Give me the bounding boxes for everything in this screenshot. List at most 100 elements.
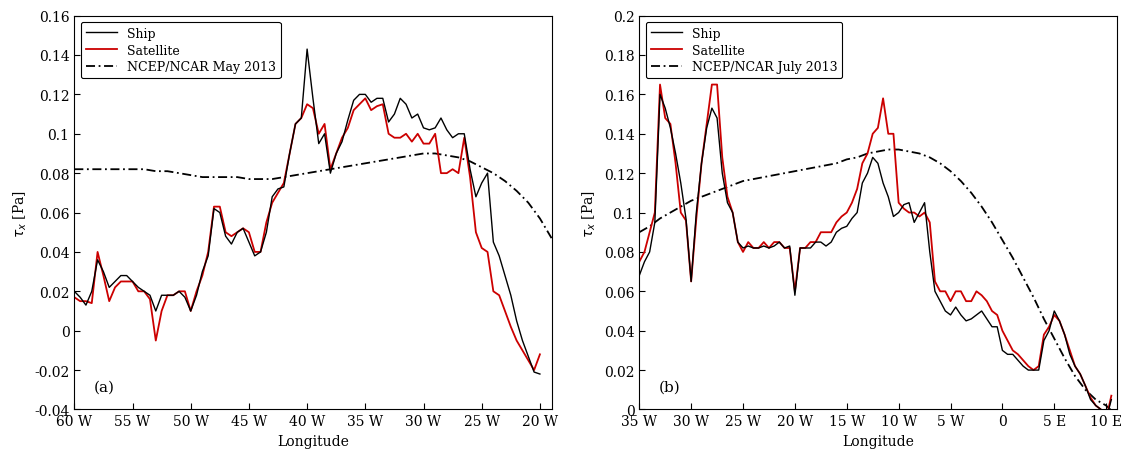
NCEP/NCAR July 2013: [1058, 356, 1071, 361]
NCEP/NCAR July 2013: [955, 179, 968, 185]
NCEP/NCAR July 2013: [933, 161, 947, 167]
Legend: Ship, Satellite, NCEP/NCAR May 2013: Ship, Satellite, NCEP/NCAR May 2013: [81, 23, 280, 79]
NCEP/NCAR July 2013: [975, 204, 989, 210]
Satellite: [632, 259, 646, 265]
NCEP/NCAR May 2013: [266, 177, 279, 182]
NCEP/NCAR July 2013: [902, 150, 916, 155]
NCEP/NCAR May 2013: [161, 169, 175, 174]
NCEP/NCAR May 2013: [498, 179, 512, 185]
Satellite: [918, 210, 932, 216]
NCEP/NCAR July 2013: [985, 220, 999, 226]
NCEP/NCAR July 2013: [830, 161, 843, 167]
Y-axis label: $\tau_x$ [Pa]: $\tau_x$ [Pa]: [11, 189, 28, 237]
Satellite: [1011, 352, 1025, 357]
NCEP/NCAR May 2013: [405, 153, 419, 159]
NCEP/NCAR May 2013: [452, 155, 465, 161]
Ship: [417, 126, 430, 131]
Ship: [1011, 358, 1025, 363]
Satellite: [1100, 417, 1113, 422]
NCEP/NCAR July 2013: [809, 165, 823, 171]
NCEP/NCAR May 2013: [149, 169, 162, 174]
NCEP/NCAR July 2013: [642, 224, 656, 230]
NCEP/NCAR May 2013: [184, 173, 197, 179]
NCEP/NCAR July 2013: [840, 157, 854, 163]
NCEP/NCAR July 2013: [757, 175, 771, 180]
NCEP/NCAR July 2013: [684, 199, 698, 204]
NCEP/NCAR July 2013: [995, 238, 1009, 243]
NCEP/NCAR May 2013: [114, 167, 127, 173]
NCEP/NCAR May 2013: [545, 236, 558, 241]
NCEP/NCAR May 2013: [347, 163, 361, 168]
NCEP/NCAR May 2013: [91, 167, 104, 173]
Line: NCEP/NCAR May 2013: NCEP/NCAR May 2013: [74, 154, 552, 239]
NCEP/NCAR May 2013: [195, 175, 209, 180]
Satellite: [533, 352, 547, 357]
Ship: [533, 371, 547, 377]
NCEP/NCAR July 2013: [860, 151, 874, 157]
NCEP/NCAR May 2013: [126, 167, 140, 173]
X-axis label: Longitude: Longitude: [277, 434, 348, 448]
Satellite: [67, 295, 81, 300]
NCEP/NCAR May 2013: [173, 171, 186, 177]
NCEP/NCAR May 2013: [335, 165, 348, 171]
Satellite: [1104, 393, 1118, 398]
NCEP/NCAR July 2013: [715, 187, 729, 192]
NCEP/NCAR July 2013: [767, 173, 781, 179]
NCEP/NCAR July 2013: [1100, 403, 1113, 409]
NCEP/NCAR July 2013: [654, 216, 667, 222]
NCEP/NCAR July 2013: [882, 147, 896, 153]
NCEP/NCAR May 2013: [219, 175, 233, 180]
Ship: [67, 289, 81, 294]
NCEP/NCAR July 2013: [1068, 374, 1082, 379]
NCEP/NCAR May 2013: [417, 151, 430, 157]
NCEP/NCAR July 2013: [737, 179, 750, 185]
Satellite: [417, 141, 430, 147]
Satellite: [1006, 348, 1019, 353]
NCEP/NCAR May 2013: [79, 167, 93, 173]
NCEP/NCAR May 2013: [208, 175, 221, 180]
NCEP/NCAR July 2013: [1078, 387, 1092, 393]
Legend: Ship, Satellite, NCEP/NCAR July 2013: Ship, Satellite, NCEP/NCAR July 2013: [646, 23, 842, 79]
Satellite: [493, 293, 506, 298]
NCEP/NCAR July 2013: [747, 177, 760, 182]
NCEP/NCAR May 2013: [230, 175, 244, 180]
Ship: [1100, 417, 1113, 422]
NCEP/NCAR May 2013: [102, 167, 116, 173]
NCEP/NCAR July 2013: [798, 167, 812, 173]
Ship: [985, 325, 999, 330]
NCEP/NCAR May 2013: [521, 201, 535, 206]
Satellite: [1032, 364, 1045, 369]
NCEP/NCAR July 2013: [1006, 256, 1019, 261]
NCEP/NCAR July 2013: [788, 169, 801, 174]
NCEP/NCAR May 2013: [533, 216, 547, 222]
Ship: [452, 132, 465, 137]
NCEP/NCAR May 2013: [440, 153, 454, 159]
NCEP/NCAR July 2013: [725, 183, 739, 188]
NCEP/NCAR May 2013: [381, 157, 395, 163]
NCEP/NCAR July 2013: [1037, 316, 1051, 322]
NCEP/NCAR July 2013: [705, 190, 718, 196]
NCEP/NCAR May 2013: [323, 167, 337, 173]
Satellite: [359, 96, 372, 102]
Ship: [301, 47, 314, 53]
NCEP/NCAR May 2013: [288, 173, 302, 179]
Satellite: [364, 108, 378, 114]
Line: Ship: Ship: [74, 50, 540, 374]
NCEP/NCAR May 2013: [301, 171, 314, 177]
Text: (b): (b): [658, 380, 680, 394]
NCEP/NCAR July 2013: [892, 147, 906, 153]
NCEP/NCAR May 2013: [359, 161, 372, 167]
Line: Satellite: Satellite: [639, 85, 1111, 420]
NCEP/NCAR July 2013: [965, 190, 978, 196]
NCEP/NCAR May 2013: [510, 189, 523, 194]
Ship: [632, 273, 646, 279]
Satellite: [452, 171, 465, 177]
Ship: [1006, 352, 1019, 357]
NCEP/NCAR May 2013: [67, 167, 81, 173]
NCEP/NCAR July 2013: [923, 155, 936, 161]
NCEP/NCAR July 2013: [1088, 397, 1102, 403]
NCEP/NCAR May 2013: [370, 159, 384, 165]
NCEP/NCAR July 2013: [777, 171, 791, 177]
NCEP/NCAR July 2013: [695, 195, 708, 200]
Ship: [329, 151, 343, 157]
